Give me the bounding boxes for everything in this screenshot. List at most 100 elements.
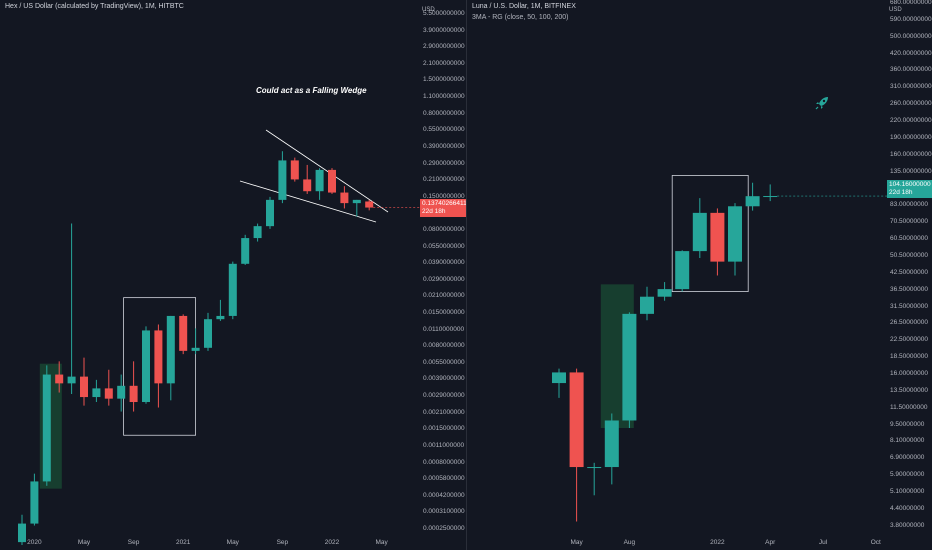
price-tick-label: 590.00000000 <box>890 15 932 23</box>
luna-countdown: 22d 18h <box>889 189 913 196</box>
price-tick-label: 36.50000000 <box>890 285 928 293</box>
time-tick-label: 2020 <box>27 539 42 546</box>
time-tick-label: Aug <box>623 539 636 546</box>
candle-body <box>340 192 349 204</box>
price-tick-label: 18.50000000 <box>890 353 928 361</box>
candle-body <box>117 385 126 399</box>
price-tick-label: 310.00000000 <box>890 83 932 91</box>
candle-body <box>253 226 262 239</box>
wedge-upper-line <box>265 129 389 213</box>
price-tick-label: 160.00000000 <box>890 150 932 158</box>
price-tick-label: 0.0800000000 <box>423 225 465 233</box>
hex-range-box <box>123 297 196 436</box>
candle-body <box>42 374 51 482</box>
price-tick-label: 0.0002500000 <box>423 525 465 532</box>
candle-body <box>710 212 725 262</box>
price-tick-label: 0.0011000000 <box>423 441 465 449</box>
candle-body <box>728 206 742 262</box>
price-tick-label: 0.0008000000 <box>423 458 465 466</box>
price-tick-label: 50.50000000 <box>890 251 928 259</box>
time-tick-label: May <box>77 539 91 546</box>
price-tick-label: 680.00000000 <box>890 0 932 6</box>
price-tick-label: 5.90000000 <box>890 471 925 479</box>
price-tick-label: 0.0021000000 <box>423 408 465 416</box>
price-tick-label: 70.50000000 <box>890 218 928 226</box>
price-tick-label: 0.3900000000 <box>423 142 465 150</box>
candle-body <box>622 313 637 421</box>
price-tick-label: 13.50000000 <box>890 386 928 394</box>
price-tick-label: 3.80000000 <box>890 521 925 529</box>
price-tick-label: 0.0005800000 <box>423 475 465 483</box>
time-tick-label: 2022 <box>710 539 725 546</box>
price-tick-label: 22.50000000 <box>890 336 928 344</box>
price-tick-label: 0.0210000000 <box>423 292 465 300</box>
wedge-lower-line <box>239 180 377 223</box>
hex-chart-canvas <box>18 129 421 545</box>
candle-body <box>352 199 361 204</box>
luna-chart-canvas <box>552 175 888 522</box>
price-tick-label: 0.0003100000 <box>423 508 465 516</box>
candle-body <box>179 315 188 351</box>
price-tick-label: 420.00000000 <box>890 49 932 57</box>
candle-body <box>365 201 374 208</box>
price-tick-label: 135.00000000 <box>890 167 932 175</box>
price-tick-label: 83.00000000 <box>890 201 928 209</box>
luna-range-box <box>671 175 749 292</box>
luna-last-price: 104.16000000 <box>889 181 931 188</box>
candle-body <box>266 199 274 227</box>
time-tick-label: May <box>375 539 388 546</box>
luna-chart-pane[interactable]: Luna / U.S. Dollar, 1M, BITFINEX 3MA - R… <box>467 0 932 550</box>
candle-body <box>129 385 138 403</box>
candle-body <box>604 420 619 468</box>
price-tick-label: 0.0390000000 <box>423 259 465 267</box>
price-tick-label: 1.1000000000 <box>423 93 465 101</box>
rocket-icon <box>815 97 828 110</box>
price-tick-label: 0.0150000000 <box>423 309 465 317</box>
luna-indicator-label: 3MA - RG (close, 50, 100, 200) <box>472 14 569 21</box>
luna-last-price-tag: 104.16000000 22d 18h <box>887 180 932 198</box>
candle-body <box>552 372 566 384</box>
price-tick-label: 8.10000000 <box>890 437 925 445</box>
price-tick-label: 0.0029000000 <box>423 392 465 400</box>
price-tick-label: 2.9000000000 <box>423 43 465 51</box>
candle-body <box>657 289 672 297</box>
price-tick-label: 31.50000000 <box>890 302 928 310</box>
candle-body <box>290 160 299 180</box>
candle-body <box>692 212 707 252</box>
time-tick-label: 2022 <box>324 539 340 546</box>
price-tick-label: 16.00000000 <box>890 369 928 377</box>
price-tick-label: 360.00000000 <box>890 66 932 74</box>
candle-body <box>278 160 287 200</box>
price-tick-label: 220.00000000 <box>890 117 932 125</box>
price-tick-label: 3.9000000000 <box>423 26 465 34</box>
hex-chart-pane[interactable]: Hex / US Dollar (calculated by TradingVi… <box>0 0 466 550</box>
price-tick-label: 0.5500000000 <box>423 126 465 134</box>
price-tick-label: 4.40000000 <box>890 504 925 512</box>
price-tick-label: 5.5000000000 <box>423 10 465 17</box>
price-tick-label: 5.10000000 <box>890 487 925 495</box>
price-tick-label: 0.0055000000 <box>423 358 465 366</box>
price-tick-label: 11.50000000 <box>890 403 928 411</box>
hex-countdown: 22d 18h <box>422 208 446 215</box>
pane-divider[interactable] <box>466 0 467 550</box>
candle-body <box>55 374 64 384</box>
candle-body <box>569 372 584 468</box>
falling-wedge-annotation: Could act as a Falling Wedge <box>256 86 367 95</box>
price-tick-label: 1.5000000000 <box>423 76 465 84</box>
candle-body <box>18 523 26 543</box>
candle-body <box>315 169 324 192</box>
luna-unit-label: USD <box>889 7 902 13</box>
price-tick-label: 0.0015000000 <box>423 425 465 433</box>
candle-body <box>675 251 690 290</box>
hex-last-price: 0.13740266411 <box>422 200 466 207</box>
price-tick-label: 260.00000000 <box>890 100 932 108</box>
time-tick-label: Sep <box>276 539 289 546</box>
price-tick-label: 0.2900000000 <box>423 159 465 167</box>
candle-body <box>228 263 237 316</box>
candle-body <box>763 196 778 198</box>
candle-body <box>30 481 39 524</box>
candle-body <box>587 467 602 469</box>
candle-body <box>104 388 113 399</box>
candle-body <box>154 330 163 384</box>
price-tick-label: 0.0290000000 <box>423 275 465 283</box>
